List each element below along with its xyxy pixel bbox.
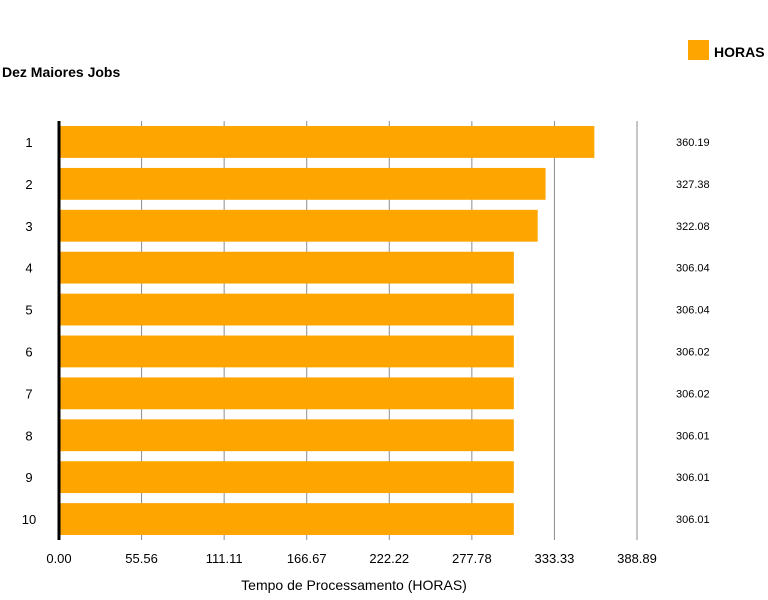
x-tick-label: 333.33 [535, 551, 575, 566]
bar [59, 209, 538, 242]
bars [59, 126, 595, 535]
x-tick-label: 55.56 [125, 551, 158, 566]
x-axis-title: Tempo de Processamento (HORAS) [241, 577, 467, 593]
bar [59, 126, 595, 158]
x-tick-label: 0.00 [46, 551, 71, 566]
value-label: 306.04 [676, 305, 710, 317]
legend: HORAS [688, 40, 765, 60]
x-tick-label: 388.89 [617, 551, 657, 566]
x-tick-label: 222.22 [369, 551, 409, 566]
value-label: 306.01 [676, 514, 710, 526]
bar [59, 167, 546, 200]
legend-label: HORAS [714, 44, 765, 60]
x-tick-label: 277.78 [452, 551, 492, 566]
value-label: 360.19 [676, 137, 710, 149]
bar [59, 377, 514, 410]
value-label: 327.38 [676, 179, 710, 191]
value-label: 306.04 [676, 263, 710, 275]
bar [59, 419, 514, 452]
value-label: 306.01 [676, 472, 710, 484]
bar [59, 461, 514, 494]
value-labels: 360.19 327.38 322.08 306.04 306.04 306.02 306.… [676, 137, 710, 526]
category-label: 9 [25, 470, 32, 485]
bar [59, 251, 514, 284]
category-label: 6 [25, 344, 32, 359]
bar [59, 335, 514, 368]
category-label: 5 [25, 303, 32, 318]
category-label: 4 [25, 261, 32, 276]
value-label: 322.08 [676, 221, 710, 233]
legend-swatch [688, 40, 709, 60]
value-label: 306.02 [676, 388, 710, 400]
value-label: 306.02 [676, 346, 710, 358]
category-label: 10 [22, 512, 36, 527]
category-label: 8 [25, 428, 32, 443]
category-labels: 1 2 3 4 5 6 7 8 9 10 [22, 135, 36, 527]
bar [59, 293, 514, 326]
x-tick-labels: 0.00 55.56 111.11 166.67 222.22 277.78 333.33 3… [46, 551, 657, 566]
bar [59, 503, 514, 535]
category-label: 3 [25, 219, 32, 234]
chart-title: Dez Maiores Jobs [2, 64, 120, 80]
value-label: 306.01 [676, 430, 710, 442]
x-tick-label: 166.67 [287, 551, 327, 566]
x-tick-label: 111.11 [206, 551, 243, 566]
category-label: 2 [25, 177, 32, 192]
category-label: 1 [25, 135, 32, 150]
category-label: 7 [25, 386, 32, 401]
